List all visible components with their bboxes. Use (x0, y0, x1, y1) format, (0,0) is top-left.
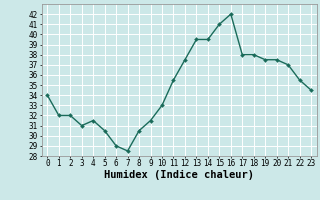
X-axis label: Humidex (Indice chaleur): Humidex (Indice chaleur) (104, 170, 254, 180)
